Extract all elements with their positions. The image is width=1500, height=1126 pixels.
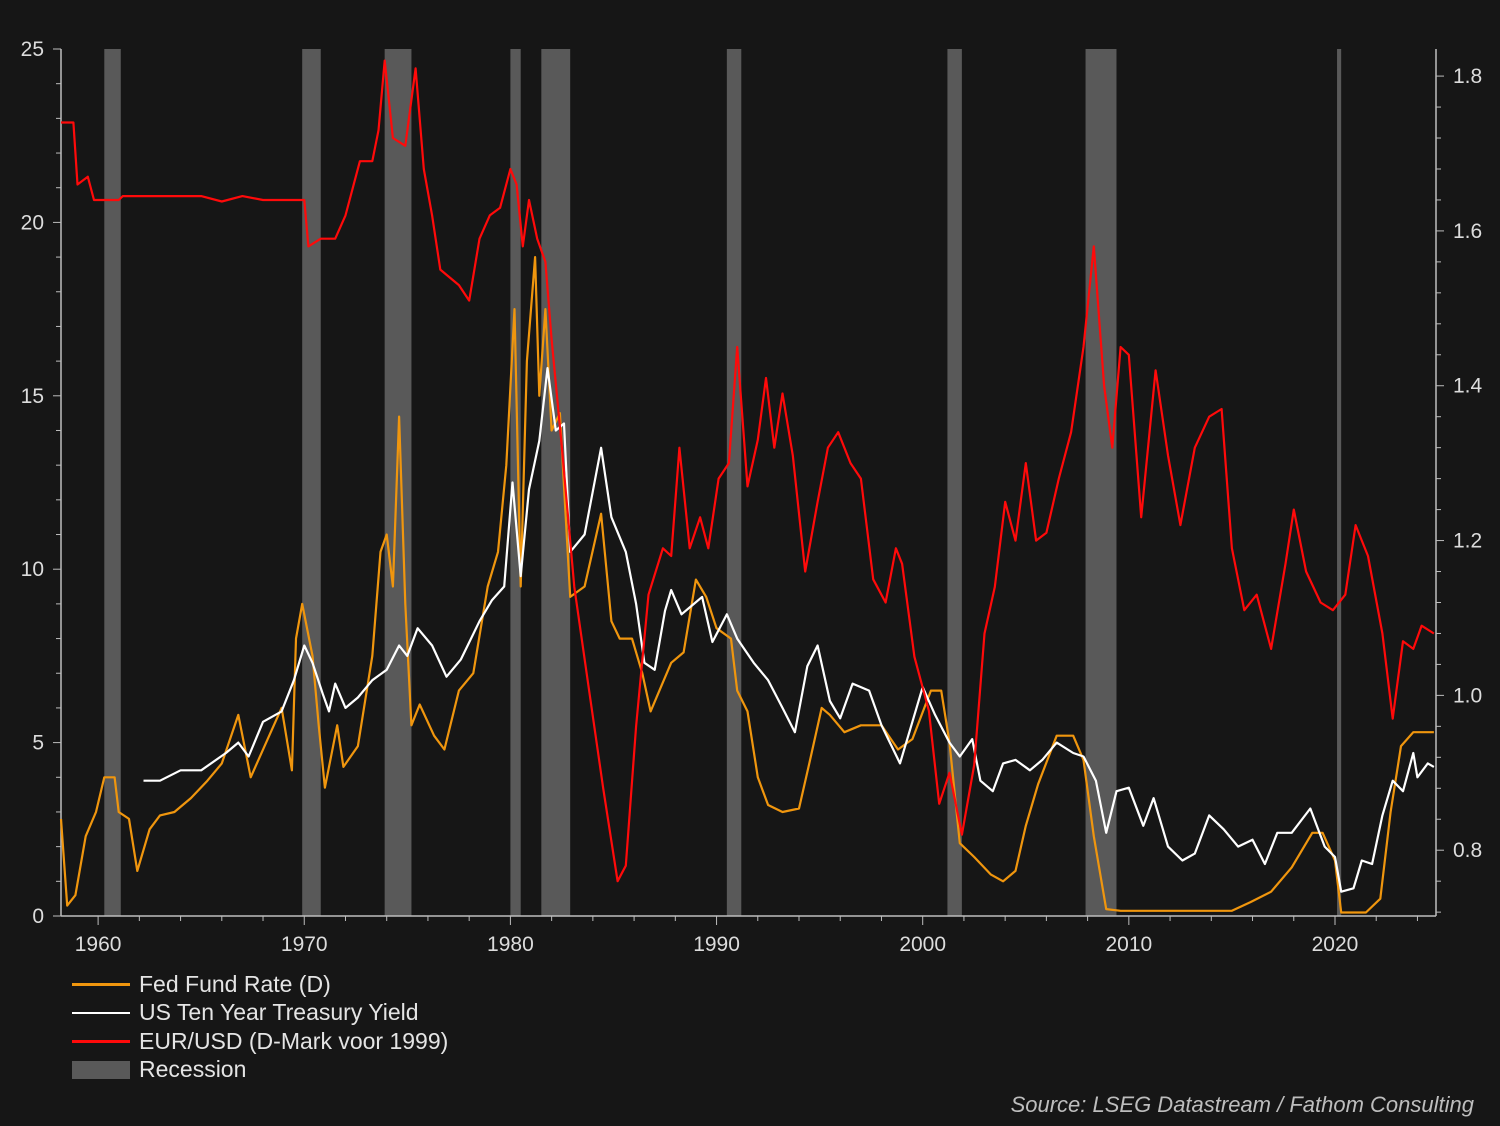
- series-lines: [59, 59, 1435, 914]
- legend-swatch-recession: [72, 1060, 130, 1079]
- x-tick-label: 1990: [693, 933, 740, 956]
- legend-item: US Ten Year Treasury Yield: [72, 999, 448, 1028]
- legend-label-recession: Recession: [139, 1056, 247, 1083]
- legend-swatch-eurusd: [72, 1040, 130, 1043]
- recession-band: [104, 49, 121, 916]
- legend-label-fed-fund: Fed Fund Rate (D): [139, 970, 331, 997]
- legend: Fed Fund Rate (D) US Ten Year Treasury Y…: [72, 970, 448, 1084]
- recession-band: [384, 49, 412, 916]
- right-tick-label: 1.4: [1453, 375, 1483, 398]
- source-note: Source: LSEG Datastream / Fathom Consult…: [1010, 1092, 1474, 1117]
- left-tick-label: 5: [32, 732, 44, 755]
- recession-band: [510, 49, 521, 916]
- recession-bands: [104, 49, 1342, 916]
- axes: 0 5 10 15 20 25 0.8 1.0 1.2 1.4 1.6 1.8 1960 1970 1980…: [21, 38, 1483, 956]
- right-tick-label: 1.8: [1453, 65, 1482, 88]
- x-tick-label: 2010: [1105, 933, 1152, 956]
- left-tick-label: 20: [21, 211, 44, 234]
- legend-label-eurusd: EUR/USD (D-Mark voor 1999): [139, 1027, 449, 1054]
- recession-band: [1085, 49, 1117, 916]
- right-tick-label: 1.0: [1453, 684, 1482, 707]
- series-line-0: [59, 256, 1434, 914]
- legend-swatch-fed-fund: [72, 983, 130, 986]
- recession-band: [1337, 49, 1342, 916]
- legend-item: Fed Fund Rate (D): [72, 970, 448, 999]
- series-line-2: [61, 59, 1435, 883]
- legend-item: EUR/USD (D-Mark voor 1999): [72, 1027, 448, 1056]
- right-tick-label: 0.8: [1453, 839, 1482, 862]
- legend-label-treasury: US Ten Year Treasury Yield: [139, 999, 419, 1026]
- left-tick-label: 10: [21, 558, 44, 581]
- x-tick-label: 1970: [281, 933, 328, 956]
- x-tick-label: 1960: [75, 933, 122, 956]
- series-line-1: [143, 367, 1435, 893]
- recession-band: [302, 49, 321, 916]
- legend-swatch-treasury: [72, 1011, 130, 1014]
- left-tick-label: 0: [32, 905, 44, 928]
- x-tick-label: 2000: [899, 933, 946, 956]
- left-tick-label: 15: [21, 385, 44, 408]
- legend-item: Recession: [72, 1056, 448, 1085]
- right-tick-label: 1.2: [1453, 530, 1482, 553]
- x-tick-label: 1980: [487, 933, 534, 956]
- x-tick-label: 2020: [1312, 933, 1359, 956]
- recession-band: [947, 49, 962, 916]
- right-tick-label: 1.6: [1453, 220, 1482, 243]
- recession-band: [726, 49, 742, 916]
- left-tick-label: 25: [21, 38, 44, 61]
